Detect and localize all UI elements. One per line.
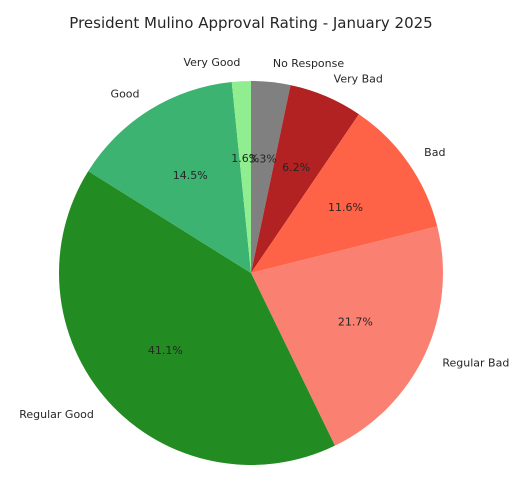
pie-slice-very-bad	[251, 85, 359, 274]
slice-label-very-good: Very Good	[183, 56, 240, 69]
pie-slice-no-response	[251, 81, 291, 273]
slice-percent-regular-bad: 21.7%	[338, 316, 373, 329]
slice-percent-regular-good: 41.1%	[148, 344, 183, 357]
pie-slice-bad	[251, 114, 438, 273]
pie-slices	[58, 81, 443, 466]
slice-percent-very-bad: 6.2%	[282, 161, 310, 174]
pie-slice-very-good	[231, 81, 251, 273]
slice-percent-good: 14.5%	[173, 169, 208, 182]
slice-label-good: Good	[111, 88, 140, 101]
slice-label-regular-bad: Regular Bad	[442, 356, 509, 369]
slice-label-bad: Bad	[424, 146, 445, 159]
slice-percent-very-good: 1.6%	[231, 152, 259, 165]
slice-percent-bad: 11.6%	[328, 201, 363, 214]
slice-label-very-bad: Very Bad	[334, 73, 383, 86]
pie-labels: No Response 3.3% Very Bad 6.2% Bad 11.6% Regul…	[19, 56, 509, 421]
pie-slice-regular-good	[58, 171, 335, 466]
chart-title: President Mulino Approval Rating - Janua…	[69, 14, 432, 32]
slice-percent-no-response: 3.3%	[249, 152, 277, 165]
slice-label-no-response: No Response	[273, 57, 345, 70]
pie-slice-regular-bad	[251, 226, 443, 446]
slice-label-regular-good: Regular Good	[19, 408, 94, 421]
pie-slice-good	[88, 81, 251, 273]
